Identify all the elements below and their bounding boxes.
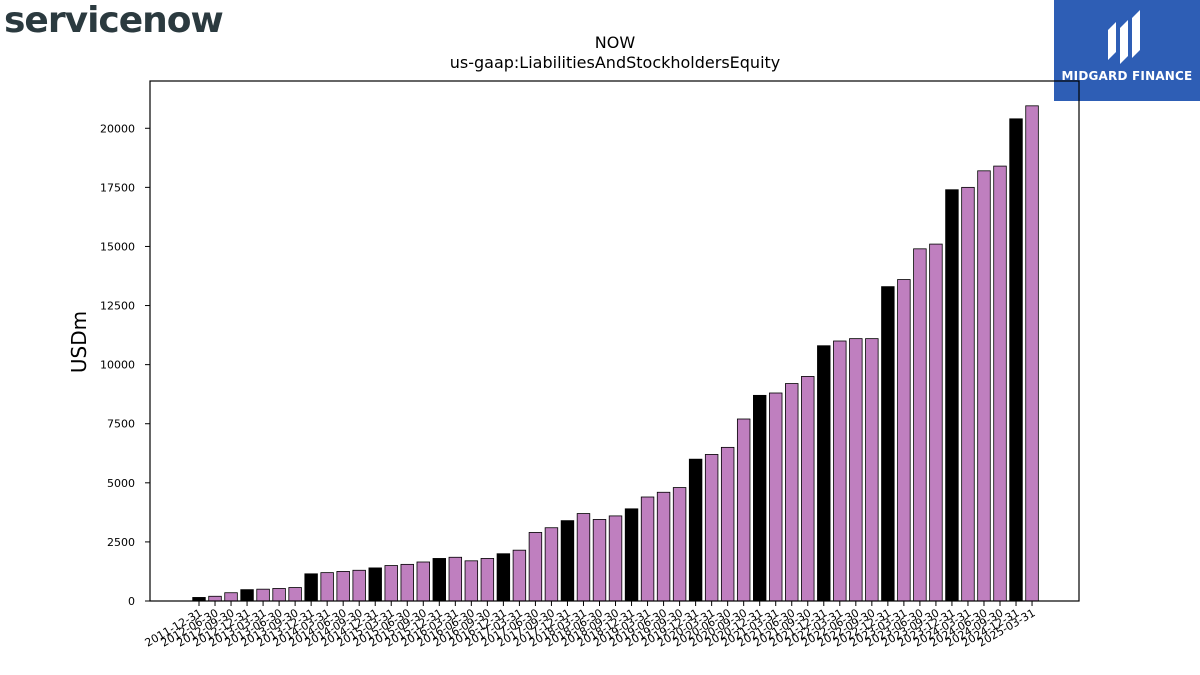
bar-2024-09-30 [993,165,1007,602]
bar-2019-09-30 [672,487,687,602]
bar-2018-03-31 [576,513,591,602]
bar-2014-03-31 [320,572,334,602]
bar-2024-06-30 [977,170,991,602]
bar-2023-06-30 [913,248,927,602]
bar-2013-03-31 [256,588,270,602]
y-tick-label: 20000 [100,122,135,135]
bar-2012-12-31 [240,589,254,602]
bar-2017-03-31 [512,549,527,602]
bar-2019-12-31 [688,458,703,602]
bar-2023-09-30 [929,243,943,602]
y-tick-label: 2500 [107,536,135,549]
bar-2019-03-31 [640,496,655,602]
bar-2018-12-31 [624,508,639,602]
bar-2017-06-30 [528,532,543,602]
bar-2014-06-30 [336,571,350,602]
y-tick-label: 10000 [100,359,135,372]
bar-2012-06-30 [208,595,222,602]
bar-2017-09-30 [544,527,559,602]
bar-2014-09-30 [352,569,366,602]
plot-frame [149,80,1080,602]
chart-title: NOW [595,33,636,52]
bar-2016-06-30 [464,560,479,602]
bar-2021-06-30 [785,383,799,602]
bar-2015-09-30 [416,561,430,602]
bar-2018-09-30 [608,515,623,602]
bar-2016-12-31 [496,553,511,602]
bar-2022-06-30 [849,338,863,602]
bar-2021-03-31 [769,392,783,602]
y-axis-label: USDm [67,311,91,373]
bar-2022-09-30 [865,338,879,602]
bar-2016-03-31 [448,556,463,602]
chart-subtitle: us-gaap:LiabilitiesAndStockholdersEquity [450,53,781,72]
bar-2023-12-31 [945,189,959,602]
y-tick-label: 7500 [107,418,135,431]
bar-2020-03-31 [704,454,719,602]
bar-2014-12-31 [368,567,382,602]
bar-2020-09-30 [736,418,751,602]
bar-2021-09-30 [801,376,815,602]
bar-2015-06-30 [400,563,414,602]
y-tick-label: 12500 [100,300,135,313]
bars-group [192,105,1039,602]
bar-2021-12-31 [817,345,831,602]
bar-2022-12-31 [881,286,895,602]
midgard-logo-text: MIDGARD FINANCE [1061,69,1193,83]
bar-2015-12-31 [432,558,447,602]
bar-2020-06-30 [720,446,735,602]
bar-2013-06-30 [272,588,286,602]
servicenow-logo: servicenow [4,0,224,41]
y-tick-label: 0 [128,595,135,608]
bar-2024-12-31 [1009,118,1023,602]
bar-2022-03-31 [833,340,847,602]
y-tick-label: 5000 [107,477,135,490]
bar-2020-12-31 [753,394,767,602]
bar-2013-12-31 [304,573,318,602]
bar-2024-03-31 [961,186,975,602]
bar-2019-06-30 [656,491,671,602]
y-tick-label: 17500 [100,181,135,194]
bar-2016-09-30 [480,558,495,602]
bar-2023-03-31 [897,279,911,602]
midgard-finance-logo: MIDGARD FINANCE [1054,0,1200,101]
bar-2013-09-30 [288,587,302,602]
bar-2017-12-31 [560,520,575,602]
bar-2018-06-30 [592,519,607,602]
bar-2015-03-31 [384,565,398,602]
y-tick-label: 15000 [100,240,135,253]
bar-2025-03-31 [1025,105,1039,602]
servicenow-logo-text: servicenow [4,0,224,41]
x-ticks-group: 2011-12-312012-06-302012-09-302012-12-31… [143,601,1038,650]
y-ticks-group: 0 2500 5000 7500 10000 12500 15000 17500 20000 [100,122,150,608]
bar-2012-09-30 [224,592,238,602]
midgard-logo-mark-icon [1108,10,1140,64]
